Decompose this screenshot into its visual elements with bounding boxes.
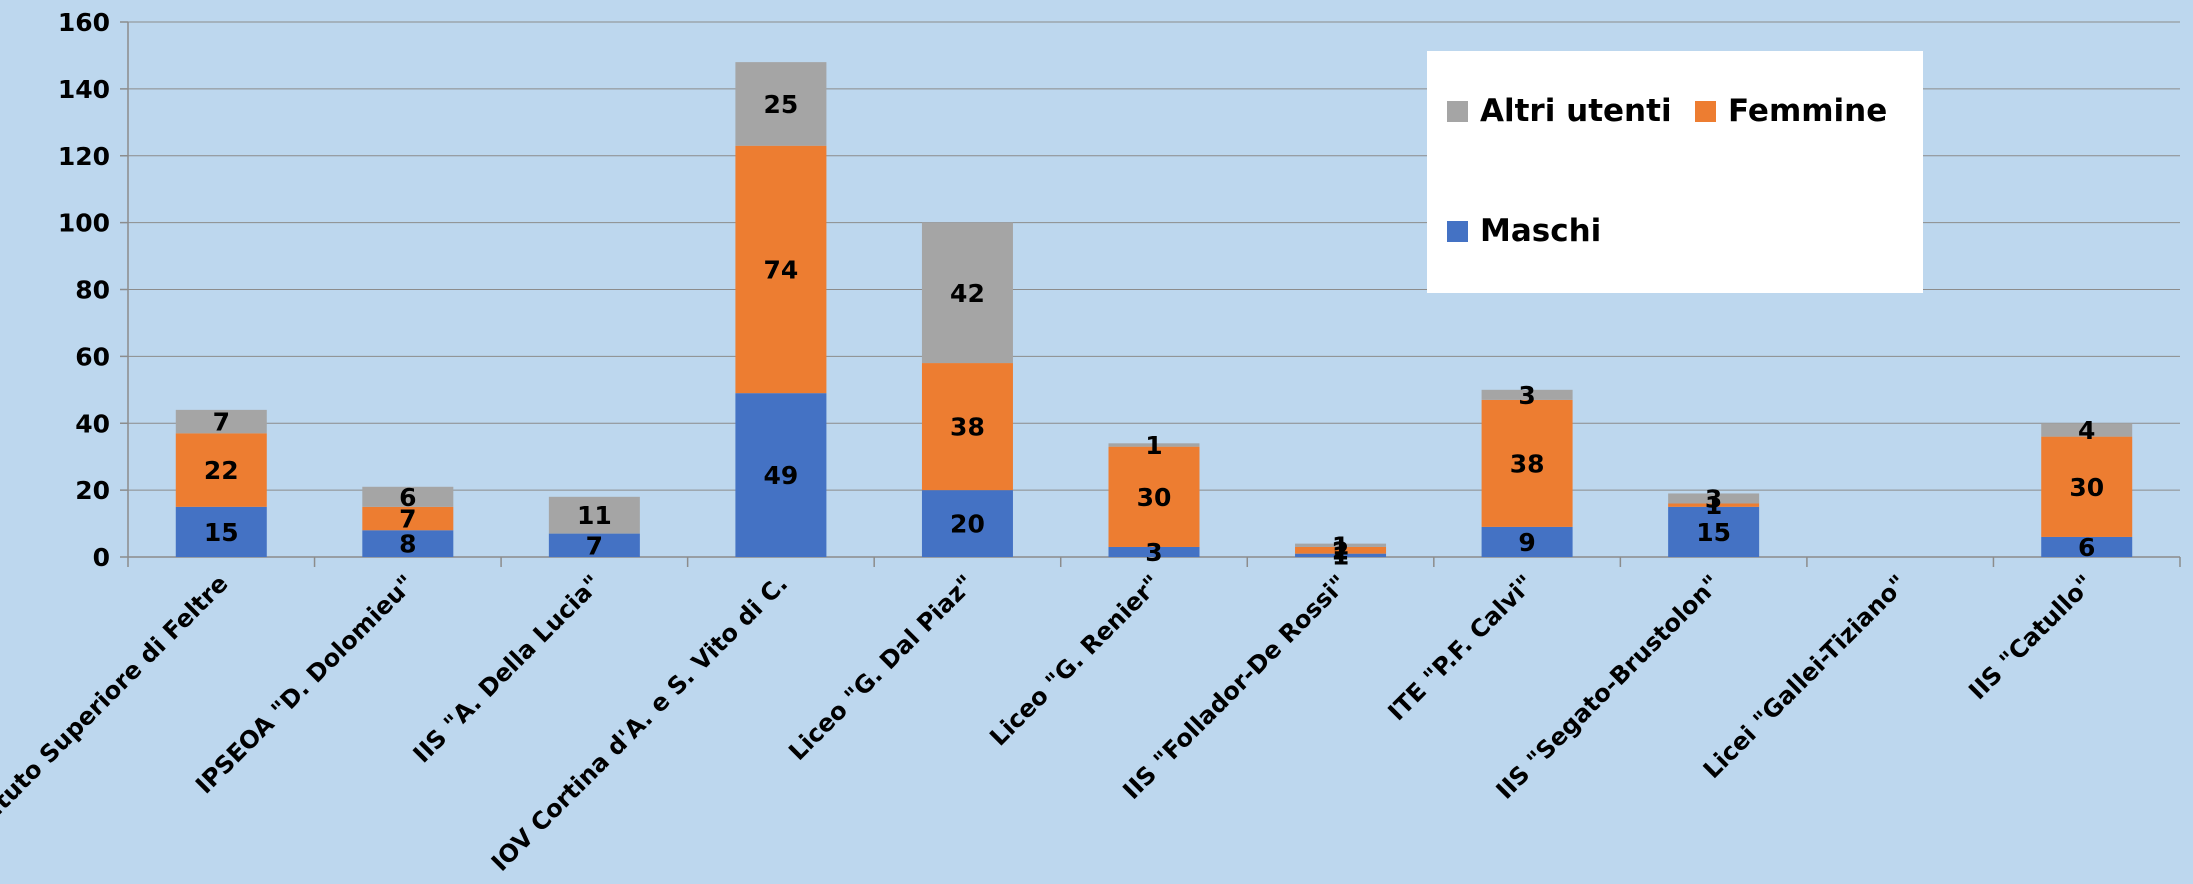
bar-segment-maschi (735, 393, 827, 557)
legend-swatch (1695, 101, 1716, 122)
x-tick-label: IPSEOA "D. Dolomieu" (190, 569, 420, 799)
bar-segment-maschi (1481, 526, 1573, 557)
data-label: 8 (399, 530, 416, 559)
bar-segment-maschi (1108, 546, 1200, 557)
legend-label: Maschi (1480, 213, 1601, 249)
x-tick-label: ITE "P.F. Calvi" (1383, 569, 1540, 726)
bar-segment-femmine (1295, 546, 1387, 554)
bar-segment-femmine (921, 363, 1013, 491)
legend-box (1427, 51, 1923, 293)
x-tick-label: IOV Cortina d'A. e S. Vito di C. (486, 569, 793, 876)
x-tick-label: IIS "Follador-De Rossi" (1117, 569, 1352, 804)
data-label: 11 (577, 501, 612, 530)
data-label: 2 (1332, 536, 1349, 565)
legend-swatch (1447, 101, 1468, 122)
y-tick-label: 60 (75, 342, 110, 371)
data-label: 6 (399, 483, 416, 512)
x-tick-label: IIS "Segato-Brustolon" (1491, 569, 1726, 804)
gridlines (128, 21, 2180, 491)
data-label: 7 (586, 531, 603, 560)
bar-segment-femmine (175, 433, 267, 507)
bar-segment-altri-utenti (362, 486, 454, 507)
legend: Altri utenti Femmine Maschi (1427, 51, 1923, 293)
bars (175, 62, 2133, 557)
y-tick-label: 40 (75, 409, 110, 438)
bar-segment-maschi (1295, 553, 1387, 557)
bar-segment-maschi (1668, 506, 1760, 557)
data-label: 25 (764, 90, 799, 119)
data-label: 3 (1145, 538, 1162, 567)
bar-segment-altri-utenti (1668, 493, 1760, 504)
bar-segment-maschi (921, 490, 1013, 557)
bar-segment-femmine (735, 145, 827, 394)
bar-segment-femmine (2041, 436, 2133, 537)
bar-segment-altri-utenti (1108, 443, 1200, 447)
bar-segment-altri-utenti (2041, 423, 2133, 437)
data-label: 30 (1137, 483, 1172, 512)
data-label: 1 (1332, 531, 1349, 560)
bar-segment-altri-utenti (1295, 543, 1387, 547)
legend-label: Altri utenti (1480, 93, 1672, 129)
y-tick-label: 20 (75, 476, 110, 505)
x-tick-label: Liceo "G. Dal Piaz" (783, 569, 979, 765)
data-label: 1 (1145, 431, 1162, 460)
data-label: 4 (2078, 416, 2095, 445)
bar-segment-maschi (548, 533, 640, 557)
data-label: 38 (1510, 449, 1545, 478)
bar-segment-femmine (1108, 446, 1200, 547)
bar-segment-altri-utenti (921, 222, 1013, 364)
data-label: 74 (764, 255, 799, 284)
data-label: 42 (950, 279, 985, 308)
data-label: 7 (213, 408, 230, 437)
bar-segment-femmine (1481, 399, 1573, 527)
data-label: 15 (1696, 518, 1731, 547)
data-label: 20 (950, 510, 985, 539)
x-tick-label: Licei "Gallei-Tiziano" (1698, 569, 1913, 784)
bar-segment-maschi (2041, 536, 2133, 557)
bar-segment-femmine (1668, 503, 1760, 507)
y-tick-label: 140 (58, 75, 110, 104)
legend-swatch (1447, 221, 1468, 242)
bar-segment-femmine (362, 506, 454, 531)
data-label: 38 (950, 413, 985, 442)
y-tick-label: 0 (93, 543, 110, 572)
bar-segment-altri-utenti (735, 62, 827, 146)
data-label: 30 (2069, 473, 2104, 502)
data-label: 7 (399, 505, 416, 534)
x-tick-label: Liceo "G. Renier" (984, 569, 1166, 751)
data-label: 1 (1705, 491, 1722, 520)
y-tick-label: 160 (58, 8, 110, 37)
data-label: 6 (2078, 533, 2095, 562)
bar-segment-altri-utenti (1481, 389, 1573, 400)
data-label: 3 (1705, 484, 1722, 513)
data-label: 3 (1518, 381, 1535, 410)
data-label: 9 (1518, 528, 1535, 557)
x-tick-label: Istituto Superiore di Feltre (0, 569, 234, 845)
data-label: 49 (764, 461, 799, 490)
y-tick-label: 80 (75, 276, 110, 305)
data-label: 1 (1332, 541, 1349, 570)
y-tick-label: 120 (58, 142, 110, 171)
bar-segment-maschi (362, 530, 454, 557)
bar-segment-maschi (175, 506, 267, 557)
bar-segment-altri-utenti (175, 409, 267, 434)
data-label: 22 (204, 456, 239, 485)
legend-label: Femmine (1728, 93, 1887, 129)
y-tick-label: 100 (58, 209, 110, 238)
x-tick-label: IIS "A. Della Lucia" (408, 569, 607, 768)
data-label: 15 (204, 518, 239, 547)
x-tick-label: IIS "Catullo" (1963, 569, 2099, 705)
bar-segment-altri-utenti (548, 496, 640, 534)
